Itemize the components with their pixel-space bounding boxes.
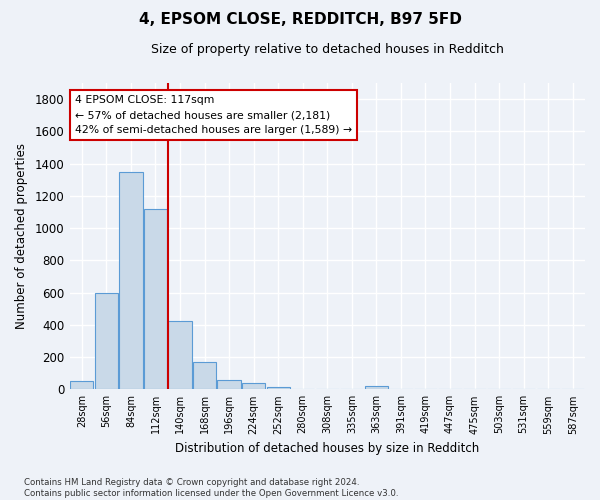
Bar [193,362,216,390]
Text: Contains HM Land Registry data © Crown copyright and database right 2024.
Contai: Contains HM Land Registry data © Crown c… [24,478,398,498]
Bar [95,294,118,390]
Bar [119,172,143,390]
Bar [144,209,167,390]
Bar [217,380,241,390]
Y-axis label: Number of detached properties: Number of detached properties [15,143,28,329]
Bar [70,381,94,390]
Text: 4 EPSOM CLOSE: 117sqm
← 57% of detached houses are smaller (2,181)
42% of semi-d: 4 EPSOM CLOSE: 117sqm ← 57% of detached … [75,96,352,135]
Bar [242,383,265,390]
Bar [365,386,388,390]
Text: 4, EPSOM CLOSE, REDDITCH, B97 5FD: 4, EPSOM CLOSE, REDDITCH, B97 5FD [139,12,461,28]
Bar [169,321,191,390]
Bar [266,387,290,390]
Title: Size of property relative to detached houses in Redditch: Size of property relative to detached ho… [151,42,504,56]
X-axis label: Distribution of detached houses by size in Redditch: Distribution of detached houses by size … [175,442,479,455]
